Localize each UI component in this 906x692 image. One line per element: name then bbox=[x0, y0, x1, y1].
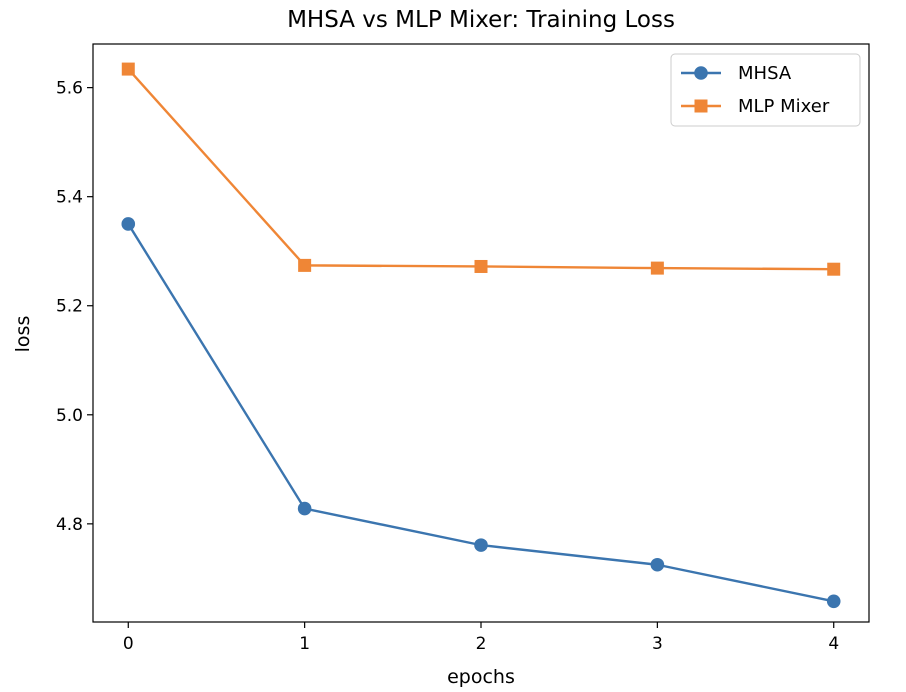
y-tick-label: 5.4 bbox=[56, 188, 83, 208]
plot-area bbox=[92, 43, 870, 623]
data-point-mhsa bbox=[474, 538, 488, 552]
data-point-mhsa bbox=[826, 594, 841, 609]
x-tick-label: 3 bbox=[652, 634, 663, 654]
data-point-mlp-mixer bbox=[121, 62, 135, 76]
y-tick-label: 5.6 bbox=[56, 79, 83, 99]
axis-ticks: 0 1 2 3 4 4.8 5.0 5.2 5.4 5.6 bbox=[56, 79, 839, 654]
x-tick-label: 0 bbox=[123, 634, 134, 654]
data-point-mlp-mixer bbox=[474, 259, 488, 273]
y-tick-label: 4.8 bbox=[56, 515, 83, 535]
data-point-mhsa bbox=[297, 501, 312, 516]
y-axis-label: loss bbox=[12, 316, 34, 353]
legend: MHSA MLP Mixer bbox=[670, 53, 861, 127]
chart-title: MHSA vs MLP Mixer: Training Loss bbox=[287, 7, 675, 33]
legend-marker-mhsa bbox=[694, 66, 708, 80]
x-tick-label: 1 bbox=[299, 634, 310, 654]
y-tick-label: 5.0 bbox=[56, 406, 83, 426]
data-point-mlp-mixer bbox=[298, 258, 312, 272]
data-point-mlp-mixer bbox=[650, 261, 664, 275]
x-tick-label: 4 bbox=[828, 634, 839, 654]
data-point-mhsa bbox=[650, 557, 665, 572]
legend-marker-mlp-mixer bbox=[694, 99, 708, 113]
plot-frame bbox=[92, 43, 870, 623]
x-tick-label: 2 bbox=[476, 634, 487, 654]
y-tick-label: 5.2 bbox=[56, 297, 83, 317]
x-axis-label: epochs bbox=[447, 666, 515, 688]
legend-label-mhsa: MHSA bbox=[738, 63, 792, 84]
data-point-mhsa bbox=[121, 217, 136, 231]
data-point-mlp-mixer bbox=[827, 262, 841, 276]
legend-label-mlp-mixer: MLP Mixer bbox=[738, 96, 830, 117]
